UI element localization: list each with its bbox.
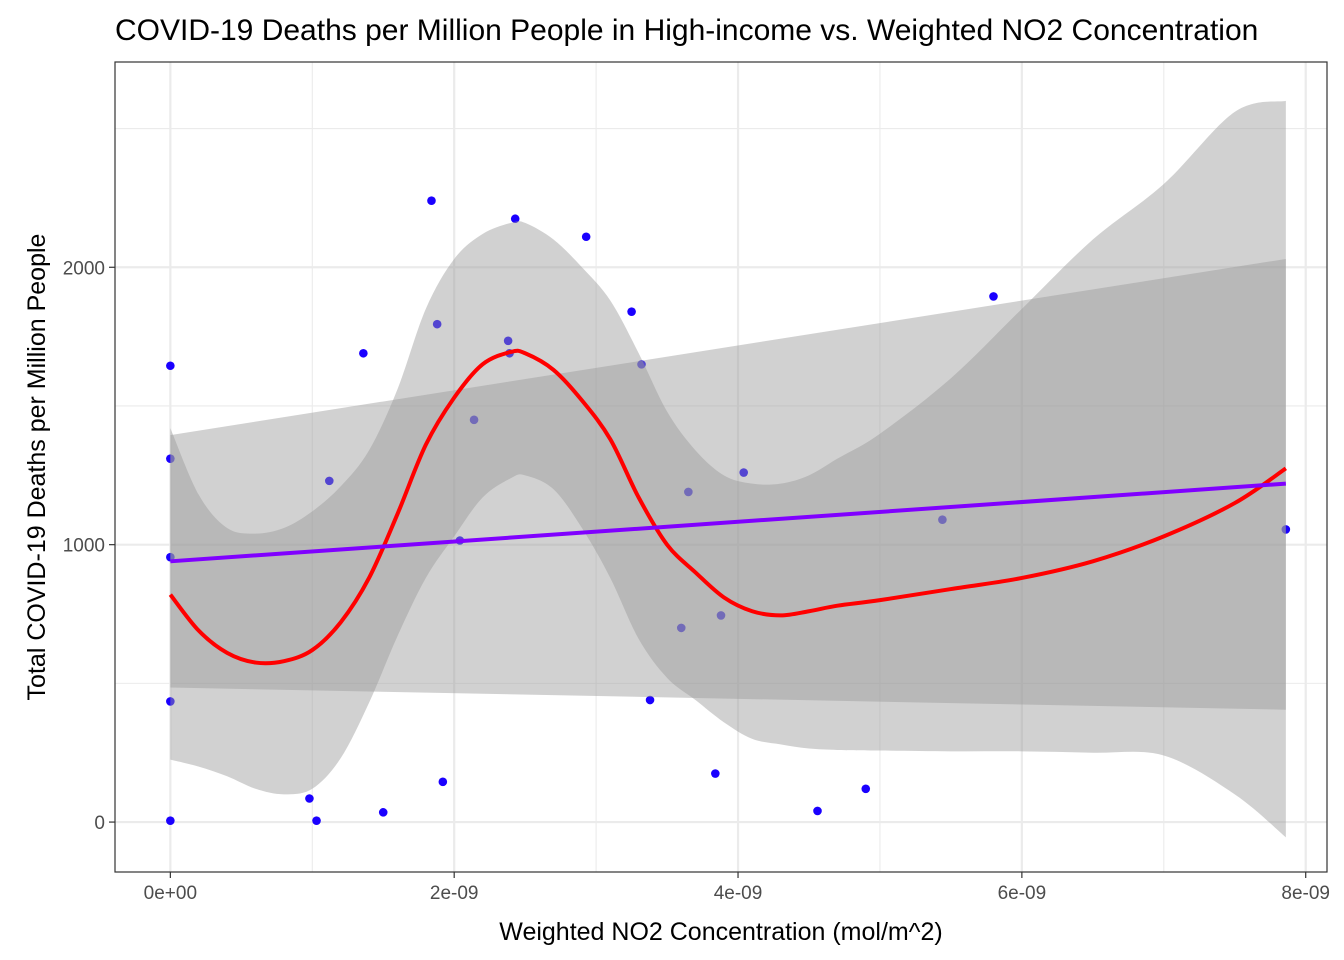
data-point	[684, 487, 693, 497]
data-point	[432, 319, 442, 329]
linear-confidence-band	[170, 258, 1286, 710]
data-point	[359, 348, 368, 358]
loess-confidence-band	[170, 100, 1286, 838]
data-point	[711, 769, 720, 778]
chart-title: COVID-19 Deaths per Million People in Hi…	[115, 14, 1258, 47]
data-point	[861, 784, 871, 794]
x-axis-title: Weighted NO2 Concentration (mol/m^2)	[499, 918, 942, 946]
data-point	[166, 361, 175, 371]
data-point	[716, 611, 726, 620]
x-tick-label: 2e-09	[430, 883, 479, 904]
data-point	[305, 794, 314, 803]
data-point	[427, 196, 436, 205]
x-tick-label: 8e-09	[1281, 883, 1330, 904]
data-point	[166, 454, 175, 463]
y-tick-label: 2000	[63, 258, 105, 279]
data-point	[324, 476, 334, 486]
data-point	[312, 816, 321, 825]
confidence-bands	[170, 100, 1286, 838]
data-point	[676, 623, 686, 633]
data-point	[581, 232, 591, 242]
axis-ticks: 0e+00 2e-09 4e-09 6e-09 8e-09 0 1000 2000	[63, 258, 1330, 904]
linear-fit-line	[170, 481, 1286, 564]
data-point	[637, 360, 646, 369]
data-point	[166, 697, 175, 706]
y-tick-label: 1000	[63, 536, 105, 557]
data-point	[503, 336, 513, 346]
x-tick-label: 6e-09	[998, 883, 1047, 904]
data-point	[378, 808, 388, 817]
x-tick-label: 0e+00	[144, 883, 197, 904]
data-point	[645, 695, 655, 705]
data-point	[438, 777, 448, 787]
y-axis-title: Total COVID-19 Deaths per Million People	[23, 234, 51, 701]
data-point	[510, 214, 520, 224]
data-point	[813, 806, 822, 816]
x-tick-label: 4e-09	[714, 883, 763, 904]
data-point	[166, 816, 175, 825]
grid-lines	[115, 62, 1327, 872]
data-point	[1281, 525, 1291, 534]
fit-lines	[168, 348, 1287, 666]
panel-border	[114, 61, 1328, 873]
y-tick-label: 0	[94, 813, 105, 834]
data-point	[627, 307, 636, 316]
loess-fit-line	[168, 348, 1287, 666]
data-point	[469, 415, 479, 425]
data-point	[739, 468, 749, 477]
plot-panel	[115, 62, 1327, 872]
data-point	[989, 292, 998, 301]
data-point	[938, 515, 947, 525]
